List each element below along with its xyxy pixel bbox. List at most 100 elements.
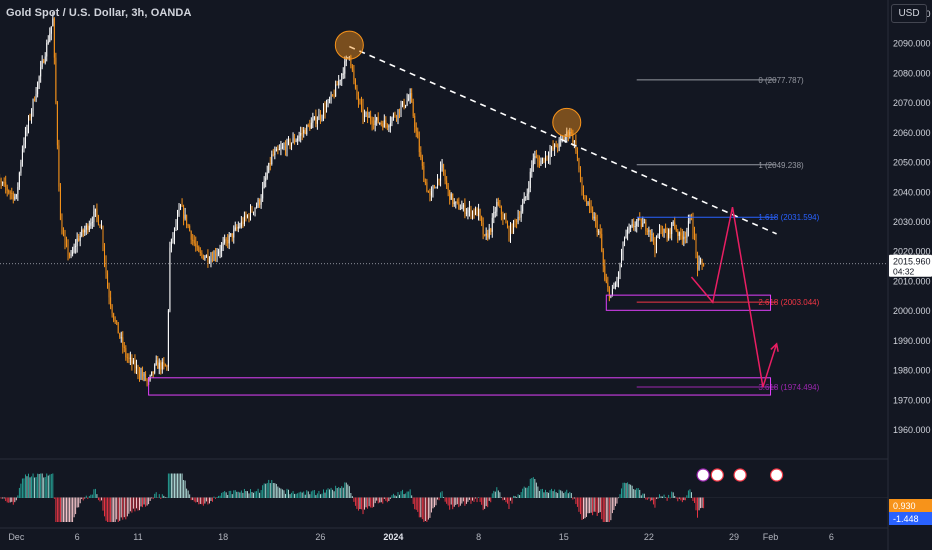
oscillator-bar: [385, 497, 387, 501]
candle: [96, 208, 98, 216]
oscillator-bar: [361, 497, 362, 510]
oscillator-bar: [602, 497, 604, 522]
oscillator-bar: [70, 497, 72, 522]
oscillator-bar: [452, 497, 454, 510]
candle: [281, 147, 283, 149]
candle: [265, 177, 267, 181]
candle: [532, 158, 534, 166]
candle: [151, 371, 153, 376]
time-tick-label: 29: [729, 532, 739, 542]
candle: [656, 236, 657, 251]
oscillator-bar: [224, 491, 226, 498]
candle: [327, 100, 329, 105]
oscillator-bar: [207, 497, 209, 505]
oscillator-bar: [668, 494, 670, 498]
candle: [672, 222, 674, 224]
candle: [50, 26, 52, 34]
oscillator-bar: [87, 497, 89, 499]
oscillator-bar: [135, 497, 137, 509]
candle: [657, 236, 659, 238]
candle: [368, 116, 370, 118]
candle: [599, 231, 601, 234]
economic-event-icon: [696, 468, 710, 482]
oscillator-bar: [149, 497, 151, 501]
candle: [339, 80, 341, 82]
oscillator-bar: [53, 497, 55, 499]
oscillator-bar: [564, 491, 566, 498]
oscillator-bar: [555, 492, 557, 498]
price-tick-label: 2040.000: [893, 187, 931, 197]
candle: [546, 155, 548, 158]
oscillator-bar: [497, 490, 499, 498]
oscillator-bar: [510, 497, 511, 501]
oscillator-bar: [37, 473, 39, 498]
oscillator-bar: [12, 497, 14, 505]
oscillator-bar: [687, 490, 689, 498]
oscillator-bar: [14, 497, 16, 503]
candle: [697, 252, 699, 270]
oscillator-bar: [464, 497, 466, 506]
time-tick-label: 18: [218, 532, 228, 542]
oscillator-bar: [170, 473, 172, 498]
candle: [242, 221, 244, 224]
candle: [23, 143, 25, 150]
candle: [376, 117, 378, 121]
price-tick-label: 2070.000: [893, 98, 931, 108]
oscillator-bar: [145, 497, 147, 507]
oscillator-bar: [250, 489, 251, 498]
candle: [391, 117, 393, 124]
descending-trendline: [349, 45, 777, 235]
candle: [703, 262, 705, 267]
candle: [490, 228, 492, 232]
candle: [435, 187, 437, 189]
oscillator-bar: [104, 497, 105, 517]
candle: [289, 140, 291, 147]
candle: [125, 348, 127, 358]
candle: [583, 192, 584, 197]
oscillator-bar: [484, 497, 486, 509]
oscillator-bar: [604, 497, 606, 522]
oscillator-bar: [289, 494, 291, 498]
candle: [186, 214, 188, 225]
oscillator-bar: [78, 497, 80, 508]
candle: [420, 152, 422, 158]
oscillator-bar: [178, 473, 180, 498]
oscillator-bar: [198, 497, 200, 505]
candle: [570, 132, 572, 134]
candle: [441, 164, 443, 168]
oscillator-bar: [116, 497, 118, 520]
oscillator-bar: [292, 491, 294, 498]
candle: [520, 211, 522, 218]
candle: [81, 229, 83, 236]
candle: [53, 18, 55, 58]
oscillator-bar: [595, 497, 597, 512]
candle: [470, 207, 472, 216]
candle: [250, 208, 251, 218]
oscillator-bar: [158, 494, 160, 498]
candle: [593, 216, 595, 219]
oscillator-bar: [134, 497, 136, 512]
oscillator-bar: [117, 497, 119, 522]
oscillator-bar: [475, 497, 477, 499]
candle: [181, 205, 183, 207]
oscillator-bar: [698, 497, 700, 511]
oscillator-bar: [173, 473, 175, 498]
candle: [409, 93, 411, 99]
candle: [605, 279, 607, 283]
candle: [689, 216, 691, 221]
candle: [225, 239, 227, 241]
candle: [37, 82, 39, 95]
candle: [221, 245, 223, 252]
currency-button[interactable]: USD: [891, 4, 927, 23]
oscillator-bar: [681, 497, 683, 503]
oscillator-bar: [399, 494, 400, 498]
oscillator-bar: [467, 497, 469, 502]
candle: [309, 125, 311, 129]
candle: [64, 236, 66, 243]
candle: [554, 144, 556, 150]
oscillator-bar: [34, 477, 36, 498]
candle: [510, 226, 511, 239]
candle: [619, 266, 621, 273]
